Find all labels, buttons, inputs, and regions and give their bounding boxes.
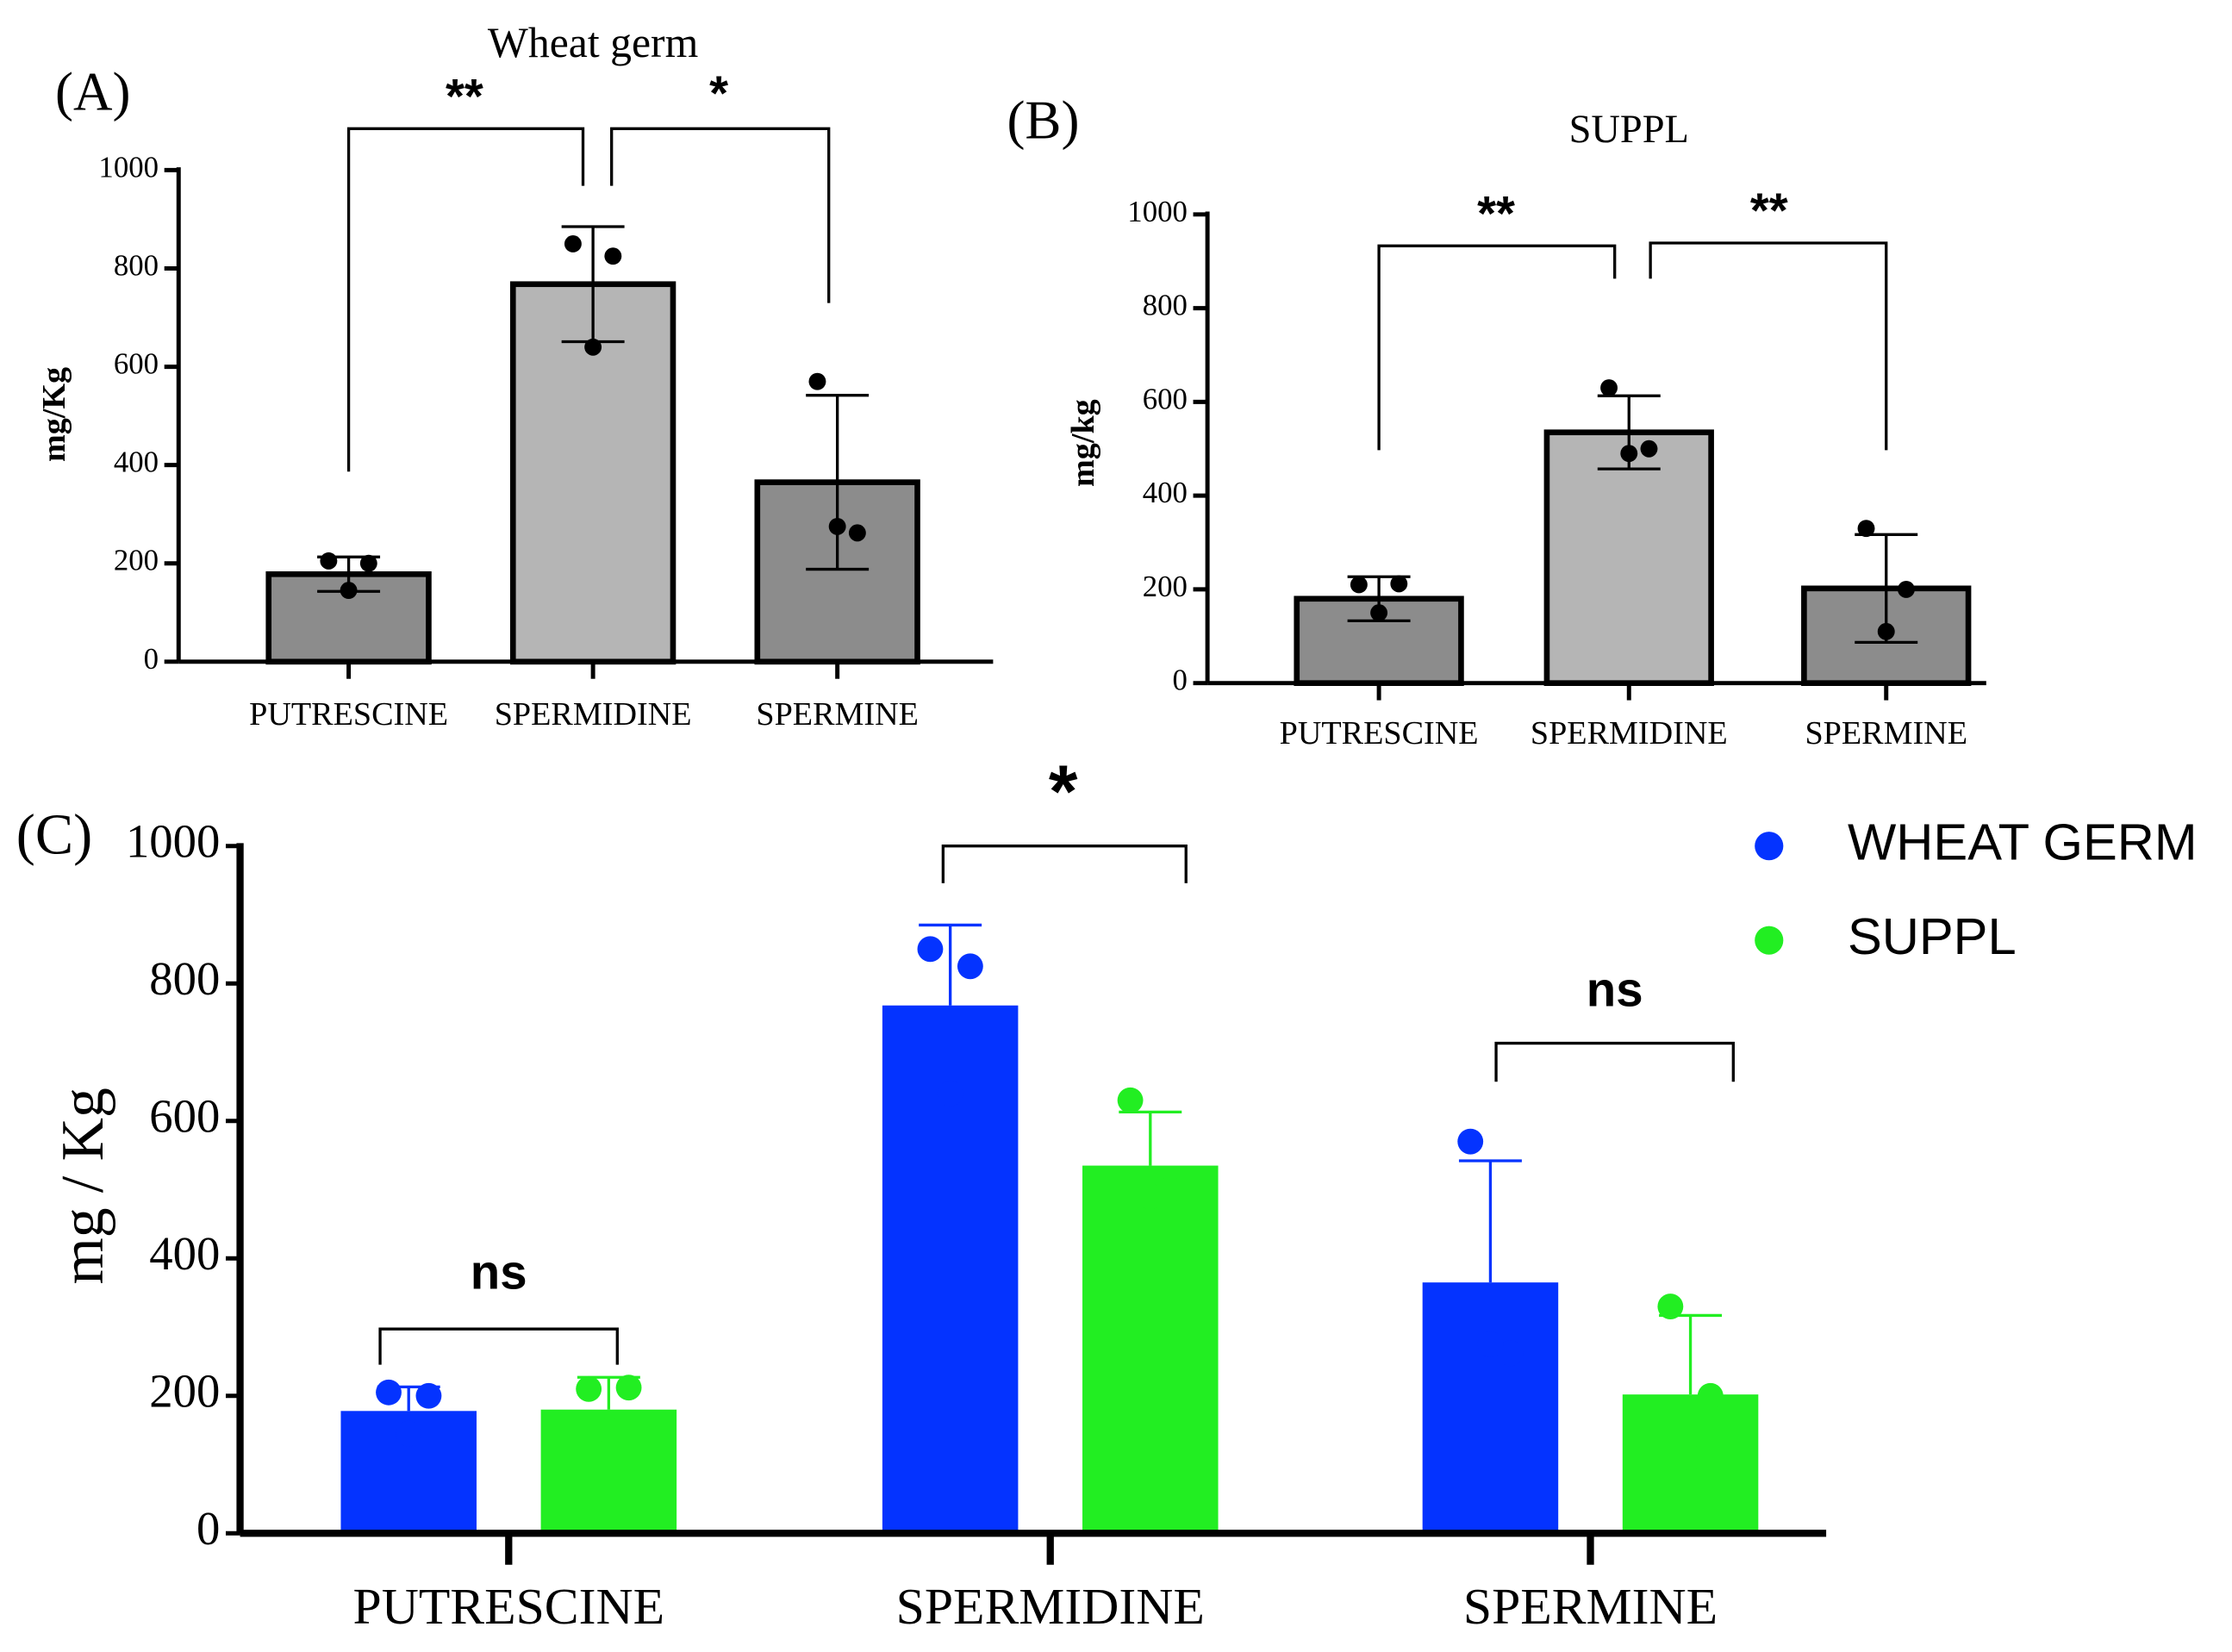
data-point [415,1382,442,1409]
data-point [917,936,944,963]
y-tick-label: 0 [1173,664,1188,697]
data-point [1897,580,1915,598]
significance-bracket [1377,244,1617,451]
y-tick-label: 200 [1143,570,1188,603]
significance-label: ns [471,1245,527,1300]
x-tick-label: SPERMIDINE [495,696,692,732]
data-point [359,554,377,572]
y-tick-label: 600 [1143,382,1188,415]
significance-label: * [1049,751,1078,833]
data-point [1390,575,1408,593]
data-point [1657,1294,1684,1320]
bar [1422,1282,1559,1534]
x-tick-label: SPERMINE [1805,715,1967,751]
data-point [1137,1183,1163,1210]
y-axis-label: mg/kg [1065,399,1101,487]
y-tick-label: 200 [149,1364,220,1417]
data-point [615,1375,642,1401]
data-point [1497,1340,1524,1367]
significance-label: ns [1587,962,1643,1016]
legend-label: SUPPL [1848,907,2017,965]
data-point [396,1420,422,1447]
significance-bracket [1494,1041,1735,1082]
panel-label: (A) [55,61,130,122]
x-tick-label: PUTRESCINE [1280,715,1479,751]
significance-label: ** [1750,184,1788,238]
data-point [1640,439,1658,458]
data-point [376,1379,402,1406]
data-point [1600,379,1618,396]
x-tick-label: SPERMIDINE [896,1578,1205,1635]
data-point [1157,1176,1183,1203]
y-tick-label: 1000 [1127,195,1188,228]
data-point [1857,520,1875,538]
data-point [564,235,582,252]
significance-bracket [378,1327,619,1365]
chart-title: SUPPL [1569,108,1689,152]
significance-bracket [1649,241,1888,451]
y-tick-label: 1000 [98,150,159,184]
data-point [320,552,338,570]
y-tick-label: 400 [114,446,159,479]
data-point [1620,445,1638,463]
data-point [848,524,866,542]
y-tick-label: 800 [149,952,220,1005]
y-tick-label: 800 [114,248,159,282]
y-tick-label: 800 [1143,289,1188,322]
legend-marker [1755,926,1784,955]
data-point [604,247,622,265]
data-point [808,372,826,390]
y-tick-label: 600 [149,1089,220,1142]
data-point [1697,1382,1724,1409]
data-point [576,1375,602,1402]
legend-label: WHEAT GERM [1848,813,2198,870]
y-axis-label: mg/Kg [36,367,72,462]
panel-label: (B) [1007,90,1079,150]
data-point [937,1080,963,1107]
significance-bracket [346,127,585,472]
y-tick-label: 1000 [126,814,220,867]
bar [1082,1165,1219,1534]
significance-bracket [610,127,831,303]
data-point [828,518,846,535]
data-point [1117,1087,1144,1113]
significance-label: ** [446,69,483,123]
panel-label: (C) [16,803,92,866]
data-point [1370,604,1388,622]
data-point [595,1417,622,1443]
x-tick-label: PUTRESCINE [353,1578,664,1635]
x-tick-label: SPERMINE [1463,1578,1718,1635]
x-tick-label: PUTRESCINE [249,696,448,732]
y-tick-label: 0 [196,1502,220,1555]
significance-label: ** [1477,186,1515,240]
x-tick-label: SPERMIDINE [1531,715,1728,751]
data-point [957,953,983,980]
y-tick-label: 200 [114,544,159,577]
data-point [340,582,358,600]
y-tick-label: 0 [144,642,159,676]
x-tick-label: SPERMINE [756,696,919,732]
data-point [584,338,602,356]
y-axis-label: mg / Kg [50,1088,116,1284]
y-tick-label: 600 [114,347,159,381]
y-tick-label: 400 [149,1227,220,1280]
data-point [1457,1128,1484,1155]
legend-marker [1755,832,1784,861]
data-point [1477,1331,1504,1357]
data-point [1877,622,1895,640]
data-point [1350,576,1368,594]
significance-label: * [709,66,728,121]
significance-bracket [941,845,1188,883]
y-tick-label: 400 [1143,476,1188,509]
chart-title: Wheat germ [488,19,698,66]
data-point [1677,1444,1704,1471]
